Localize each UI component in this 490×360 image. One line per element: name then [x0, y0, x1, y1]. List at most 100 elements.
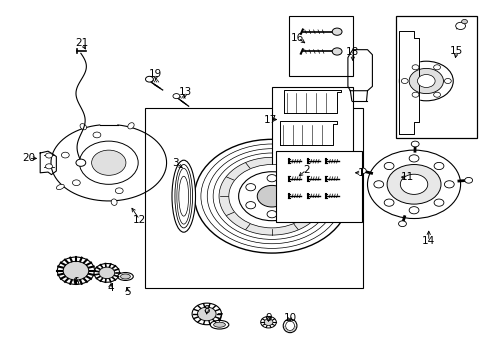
Circle shape	[219, 157, 325, 235]
Circle shape	[197, 307, 216, 321]
Circle shape	[279, 174, 287, 179]
Circle shape	[444, 78, 451, 84]
Circle shape	[374, 181, 384, 188]
Ellipse shape	[118, 273, 133, 280]
Text: 9: 9	[265, 312, 272, 323]
Circle shape	[409, 68, 443, 94]
Bar	[276, 151, 362, 222]
Text: 15: 15	[450, 46, 464, 56]
Text: 6: 6	[73, 276, 79, 287]
Circle shape	[411, 141, 419, 147]
Circle shape	[400, 174, 428, 194]
Ellipse shape	[283, 319, 297, 333]
Text: 13: 13	[178, 87, 192, 97]
Bar	[272, 87, 353, 184]
Circle shape	[63, 261, 89, 280]
Circle shape	[409, 207, 419, 214]
Circle shape	[398, 221, 406, 226]
Ellipse shape	[111, 199, 117, 206]
Circle shape	[409, 155, 419, 162]
Circle shape	[264, 319, 273, 325]
Circle shape	[93, 132, 101, 138]
Circle shape	[173, 94, 180, 99]
Ellipse shape	[286, 321, 294, 330]
Circle shape	[368, 150, 461, 219]
Circle shape	[384, 162, 394, 170]
Circle shape	[387, 165, 441, 204]
Circle shape	[288, 202, 298, 209]
Text: 14: 14	[422, 236, 436, 246]
Circle shape	[384, 199, 394, 206]
Circle shape	[332, 48, 342, 55]
Circle shape	[267, 211, 277, 218]
Ellipse shape	[56, 184, 64, 190]
Circle shape	[115, 188, 123, 194]
Text: 1: 1	[358, 168, 365, 178]
Circle shape	[417, 75, 435, 87]
Circle shape	[146, 76, 153, 82]
Circle shape	[192, 303, 221, 325]
Text: 5: 5	[124, 287, 131, 297]
Circle shape	[434, 65, 441, 70]
Circle shape	[94, 264, 120, 282]
Text: 20: 20	[22, 153, 35, 163]
Circle shape	[412, 92, 419, 97]
Polygon shape	[280, 121, 337, 145]
Polygon shape	[284, 90, 341, 113]
Ellipse shape	[172, 160, 196, 232]
Circle shape	[399, 61, 453, 101]
Circle shape	[434, 199, 444, 206]
Circle shape	[462, 19, 467, 24]
Bar	[145, 108, 363, 288]
Circle shape	[401, 78, 408, 84]
Text: 4: 4	[107, 283, 114, 293]
Text: 10: 10	[284, 312, 296, 323]
Circle shape	[261, 316, 276, 328]
Circle shape	[444, 181, 454, 188]
Text: 21: 21	[75, 38, 89, 48]
Bar	[396, 16, 477, 138]
Circle shape	[456, 22, 466, 30]
Ellipse shape	[177, 168, 191, 224]
Polygon shape	[399, 31, 419, 134]
Text: 17: 17	[264, 114, 277, 125]
Text: 7: 7	[216, 312, 223, 323]
Ellipse shape	[121, 274, 130, 279]
Circle shape	[92, 150, 126, 175]
Bar	[289, 16, 353, 76]
Circle shape	[99, 267, 115, 279]
Text: 3: 3	[172, 158, 179, 168]
Ellipse shape	[128, 123, 134, 129]
Circle shape	[46, 153, 52, 158]
Ellipse shape	[175, 165, 193, 228]
Text: 11: 11	[401, 172, 415, 182]
Circle shape	[239, 172, 305, 221]
Circle shape	[434, 162, 444, 170]
Circle shape	[295, 174, 303, 179]
Circle shape	[246, 202, 256, 209]
Circle shape	[57, 257, 95, 284]
Circle shape	[288, 184, 298, 191]
Circle shape	[332, 28, 342, 35]
Ellipse shape	[214, 322, 225, 327]
Circle shape	[46, 164, 52, 169]
Text: 16: 16	[291, 33, 305, 43]
Circle shape	[267, 175, 277, 182]
Circle shape	[465, 177, 472, 183]
Circle shape	[434, 92, 441, 97]
Circle shape	[76, 159, 86, 166]
Text: 19: 19	[149, 69, 163, 79]
Circle shape	[195, 139, 349, 253]
Text: 8: 8	[203, 305, 210, 315]
Circle shape	[79, 141, 138, 184]
Ellipse shape	[179, 176, 189, 216]
Ellipse shape	[80, 123, 87, 130]
Text: 12: 12	[133, 215, 147, 225]
Circle shape	[412, 65, 419, 70]
Circle shape	[246, 184, 256, 191]
Circle shape	[229, 165, 315, 228]
Circle shape	[358, 168, 366, 174]
Circle shape	[257, 185, 287, 207]
Polygon shape	[348, 50, 372, 91]
Text: 2: 2	[303, 165, 310, 175]
